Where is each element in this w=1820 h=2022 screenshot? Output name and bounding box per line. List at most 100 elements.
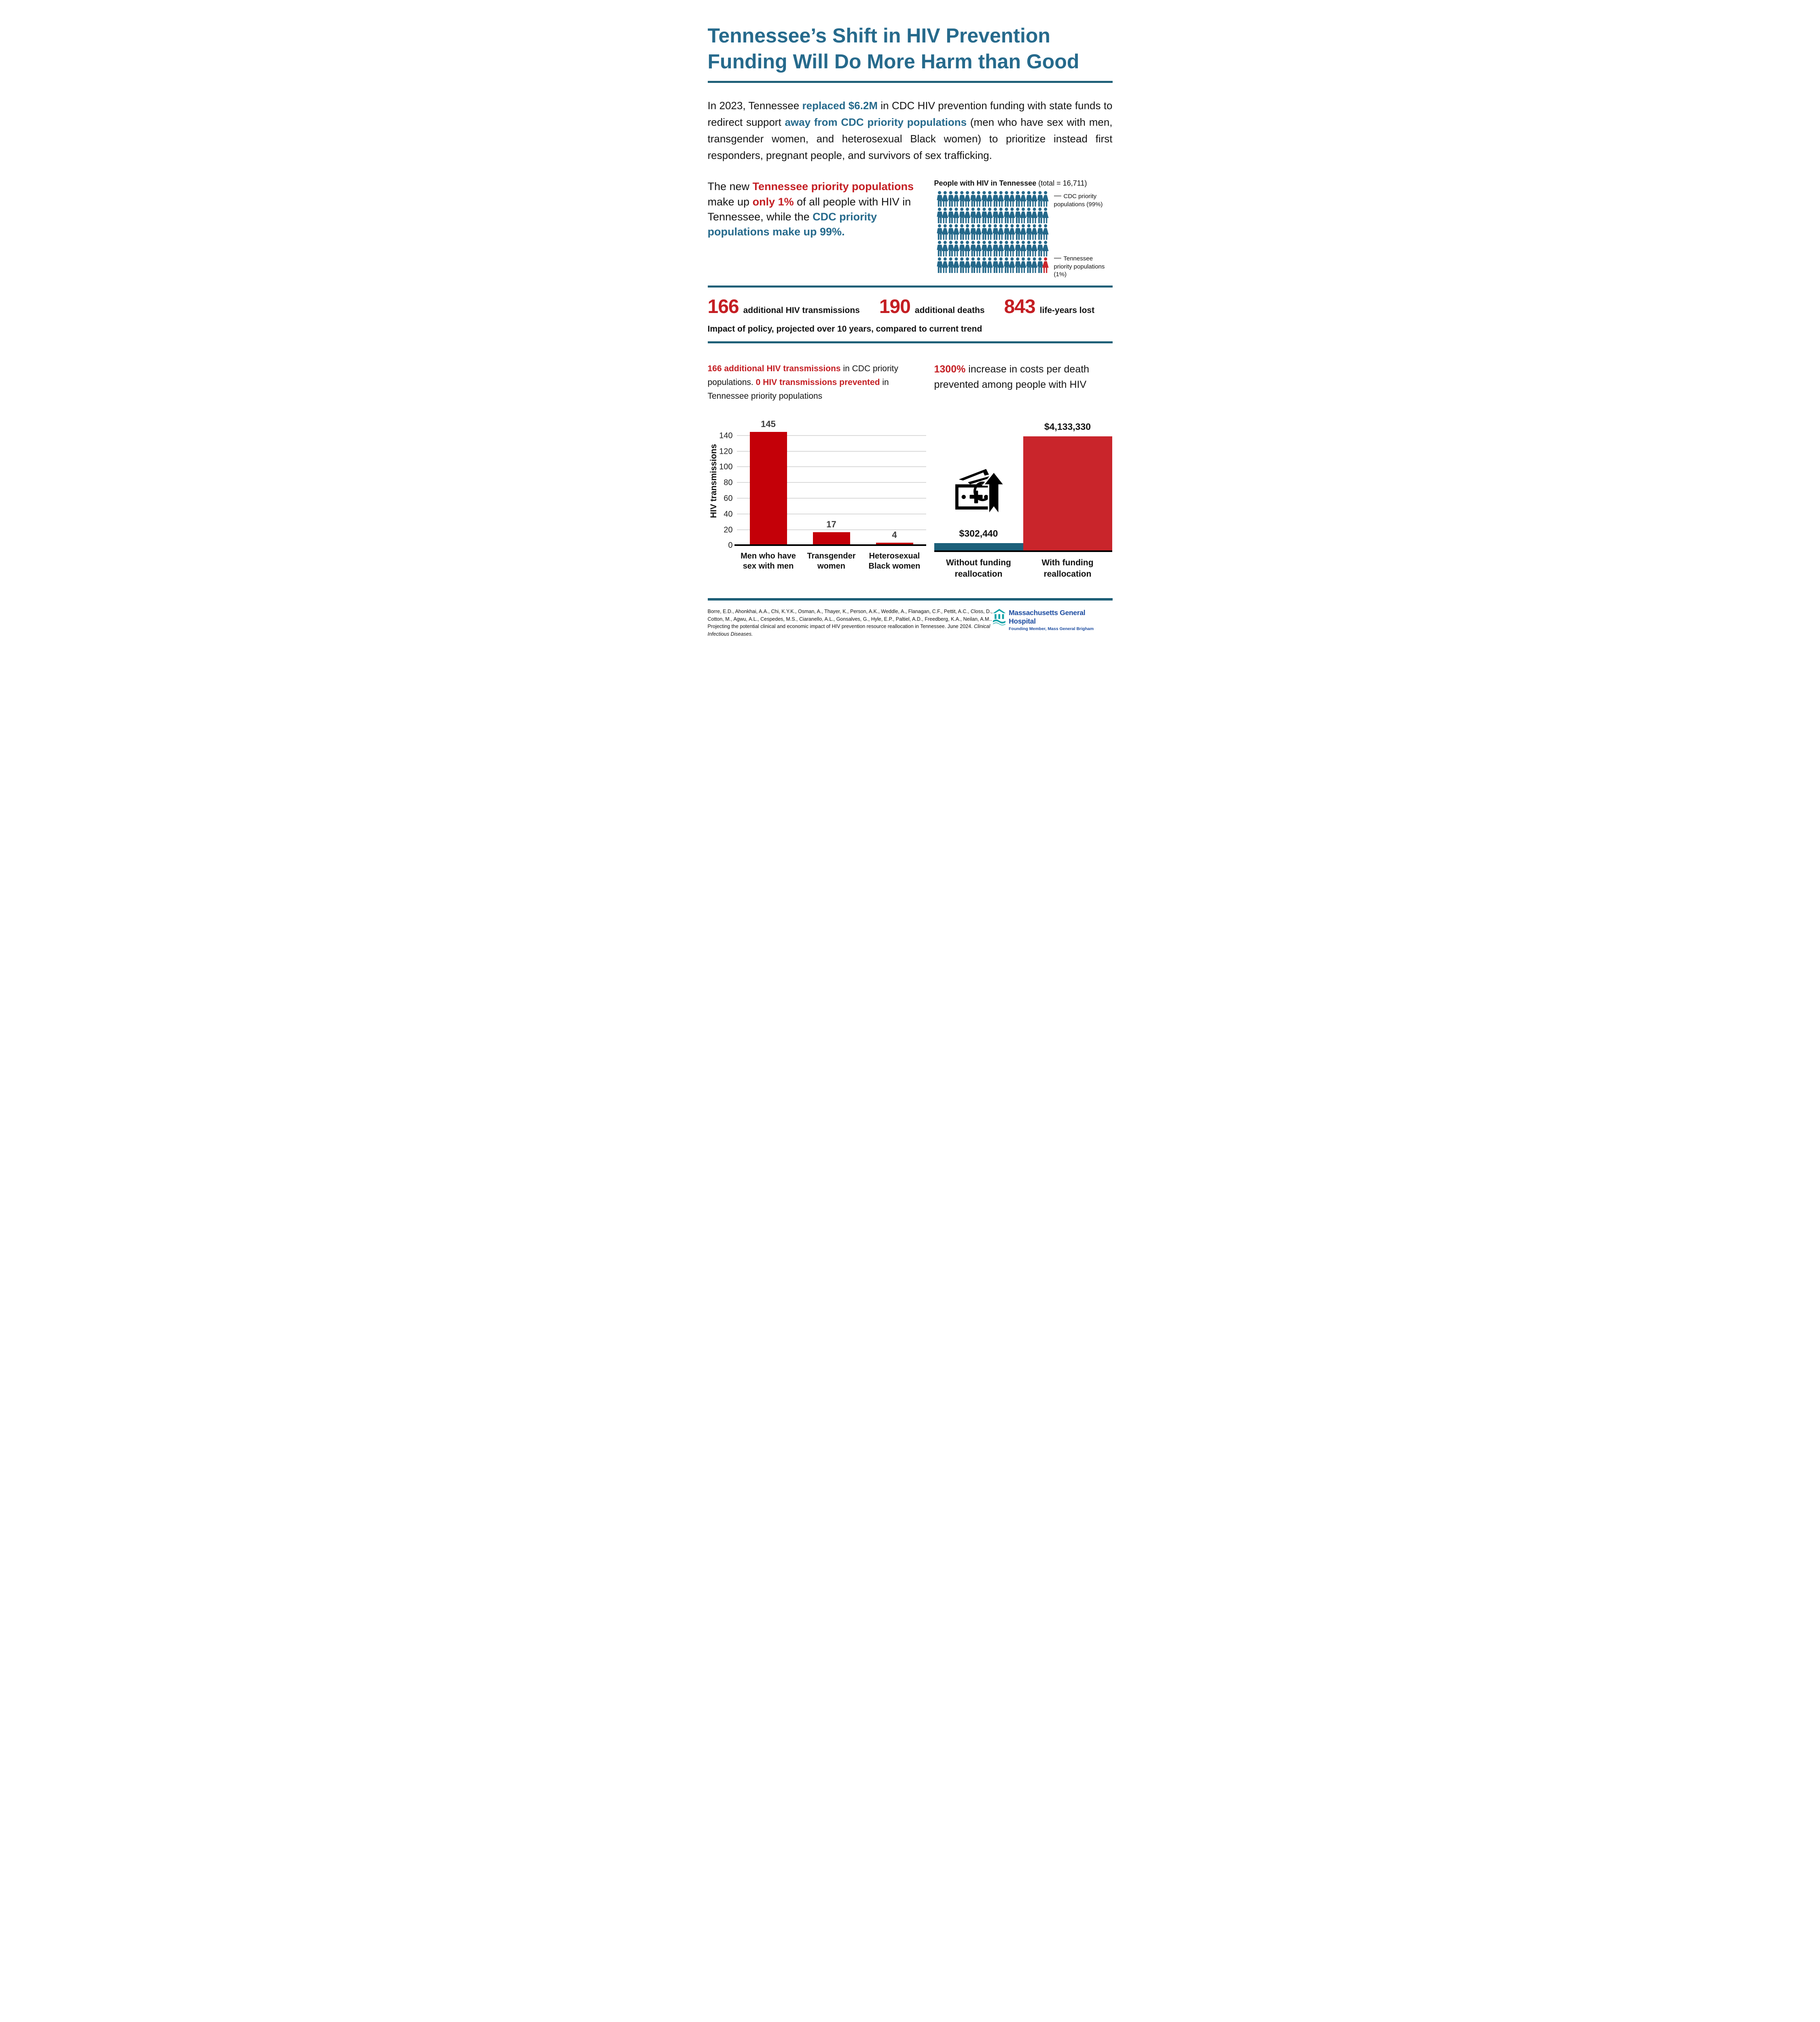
person-icon bbox=[1042, 241, 1049, 257]
person-icon bbox=[975, 224, 982, 240]
page-title: Tennessee’s Shift in HIV Prevention Fund… bbox=[708, 23, 1113, 74]
stat-value: 190 bbox=[879, 296, 911, 318]
people-pictogram bbox=[936, 191, 1049, 273]
text-segment: make up bbox=[707, 195, 753, 208]
person-icon bbox=[986, 224, 993, 240]
person-icon bbox=[1037, 224, 1043, 240]
person-icon bbox=[975, 257, 982, 273]
person-icon bbox=[981, 191, 987, 207]
x-category-label: Heterosexual Black women bbox=[868, 552, 921, 571]
text-segment: in Tennessee priority populations bbox=[707, 378, 889, 401]
y-tick-label: 0 bbox=[728, 541, 733, 550]
person-icon bbox=[992, 224, 999, 240]
pictogram-legend-entry: CDC priority populations (99%) bbox=[1054, 192, 1112, 208]
person-icon bbox=[1015, 207, 1021, 224]
y-tick-label: 140 bbox=[719, 431, 733, 440]
person-icon bbox=[941, 224, 948, 240]
bar-value-label: 17 bbox=[826, 519, 836, 530]
cost-bar-1 bbox=[1023, 436, 1112, 552]
person-icon bbox=[1020, 257, 1026, 273]
text-segment: of all people with HIV in Tennessee, whi… bbox=[707, 195, 911, 223]
hospital-building-icon bbox=[993, 609, 1006, 626]
person-icon bbox=[964, 257, 970, 273]
text-segment: replaced $6.2M bbox=[802, 99, 878, 112]
person-icon bbox=[964, 241, 970, 257]
person-icon bbox=[997, 257, 1004, 273]
text-segment: 0 HIV transmissions prevented bbox=[756, 378, 880, 387]
divider-above-stats bbox=[707, 286, 1113, 288]
y-tick-label: 60 bbox=[724, 494, 733, 503]
text-segment: In 2023, Tennessee bbox=[707, 99, 802, 112]
plot-area: 145 17 4 bbox=[734, 416, 926, 546]
person-icon bbox=[970, 191, 976, 207]
pictogram-legend-entry: Tennessee priority populations (1%) bbox=[1054, 255, 1112, 278]
cost-value-label: $4,133,330 bbox=[1044, 421, 1091, 432]
impact-stats-row: 166 additional HIV transmissions 190 additi… bbox=[708, 296, 1113, 318]
x-category-label: Transgender women bbox=[807, 552, 856, 571]
person-icon bbox=[992, 207, 999, 224]
person-icon bbox=[948, 224, 954, 240]
person-icon bbox=[952, 224, 959, 240]
pictogram-wrap: CDC priority populations (99%) Tennessee … bbox=[934, 190, 1112, 278]
person-icon bbox=[952, 257, 959, 273]
person-icon bbox=[948, 207, 954, 224]
person-icon bbox=[975, 207, 982, 224]
person-icon bbox=[941, 241, 948, 257]
impact-stat: 166 additional HIV transmissions bbox=[708, 296, 860, 318]
person-icon bbox=[970, 257, 976, 273]
text-segment: only 1% bbox=[752, 195, 794, 208]
gridline bbox=[736, 451, 926, 452]
person-icon bbox=[936, 241, 943, 257]
person-icon bbox=[948, 191, 954, 207]
pictogram-title-bold: People with HIV in Tennessee bbox=[934, 179, 1039, 188]
person-icon bbox=[981, 257, 987, 273]
person-icon bbox=[941, 191, 948, 207]
page-title-line2: Funding Will Do More Harm than Good bbox=[707, 50, 1079, 73]
y-axis-label: HIV transmissions bbox=[709, 444, 718, 518]
pictogram-title: People with HIV in Tennessee (total = 16… bbox=[934, 179, 1112, 188]
person-icon bbox=[1031, 191, 1037, 207]
charts-section: 166 additional HIV transmissions in CDC … bbox=[708, 362, 1113, 580]
divider-above-footer bbox=[707, 598, 1113, 601]
intro-paragraph: In 2023, Tennessee replaced $6.2M in CDC… bbox=[708, 97, 1113, 164]
gridline bbox=[736, 482, 926, 483]
person-icon bbox=[936, 257, 943, 273]
text-segment: 1300% bbox=[934, 364, 966, 375]
person-icon bbox=[941, 257, 948, 273]
person-icon bbox=[981, 224, 987, 240]
person-icon bbox=[1003, 224, 1009, 240]
person-icon-red bbox=[1042, 257, 1049, 273]
citation-body: Borre, E.D., Ahonkhai, A.A., Chi, K.Y.K.… bbox=[707, 608, 993, 630]
bar-value-label: 145 bbox=[761, 419, 776, 429]
person-icon bbox=[992, 191, 999, 207]
person-icon bbox=[1037, 241, 1043, 257]
cost-bar-0 bbox=[934, 543, 1023, 552]
person-icon bbox=[981, 241, 987, 257]
person-icon bbox=[1031, 207, 1037, 224]
text-segment: 166 additional HIV transmissions bbox=[707, 364, 841, 374]
person-icon bbox=[986, 207, 993, 224]
person-icon bbox=[1015, 191, 1021, 207]
person-icon bbox=[936, 207, 943, 224]
stat-label: life-years lost bbox=[1039, 306, 1095, 315]
person-icon bbox=[1031, 224, 1037, 240]
person-icon bbox=[997, 191, 1004, 207]
gridline bbox=[736, 498, 926, 499]
person-icon bbox=[1026, 207, 1032, 224]
cost-chart-x-labels: Without funding reallocation With funding… bbox=[934, 557, 1112, 580]
person-icon bbox=[964, 191, 970, 207]
highlight-and-pictogram-section: The new Tennessee priority populations m… bbox=[707, 179, 1113, 278]
person-icon bbox=[1015, 257, 1021, 273]
x-axis-labels: Men who have sex with men Transgender wom… bbox=[737, 551, 926, 571]
person-icon bbox=[986, 257, 993, 273]
gridline bbox=[736, 529, 926, 530]
person-icon bbox=[992, 241, 999, 257]
person-icon bbox=[936, 191, 943, 207]
person-icon bbox=[948, 257, 954, 273]
person-icon bbox=[970, 207, 976, 224]
stat-label: additional HIV transmissions bbox=[743, 306, 860, 315]
person-icon bbox=[959, 224, 965, 240]
divider-under-title bbox=[707, 81, 1113, 83]
person-icon bbox=[941, 207, 948, 224]
bar-2 bbox=[876, 542, 913, 546]
